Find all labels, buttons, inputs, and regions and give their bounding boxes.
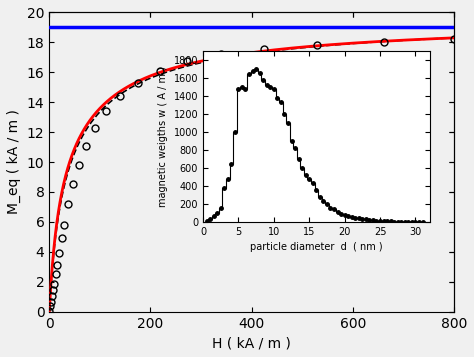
Y-axis label: M_eq ( kA / m ): M_eq ( kA / m ) — [7, 110, 21, 215]
X-axis label: H ( kA / m ): H ( kA / m ) — [212, 336, 291, 350]
